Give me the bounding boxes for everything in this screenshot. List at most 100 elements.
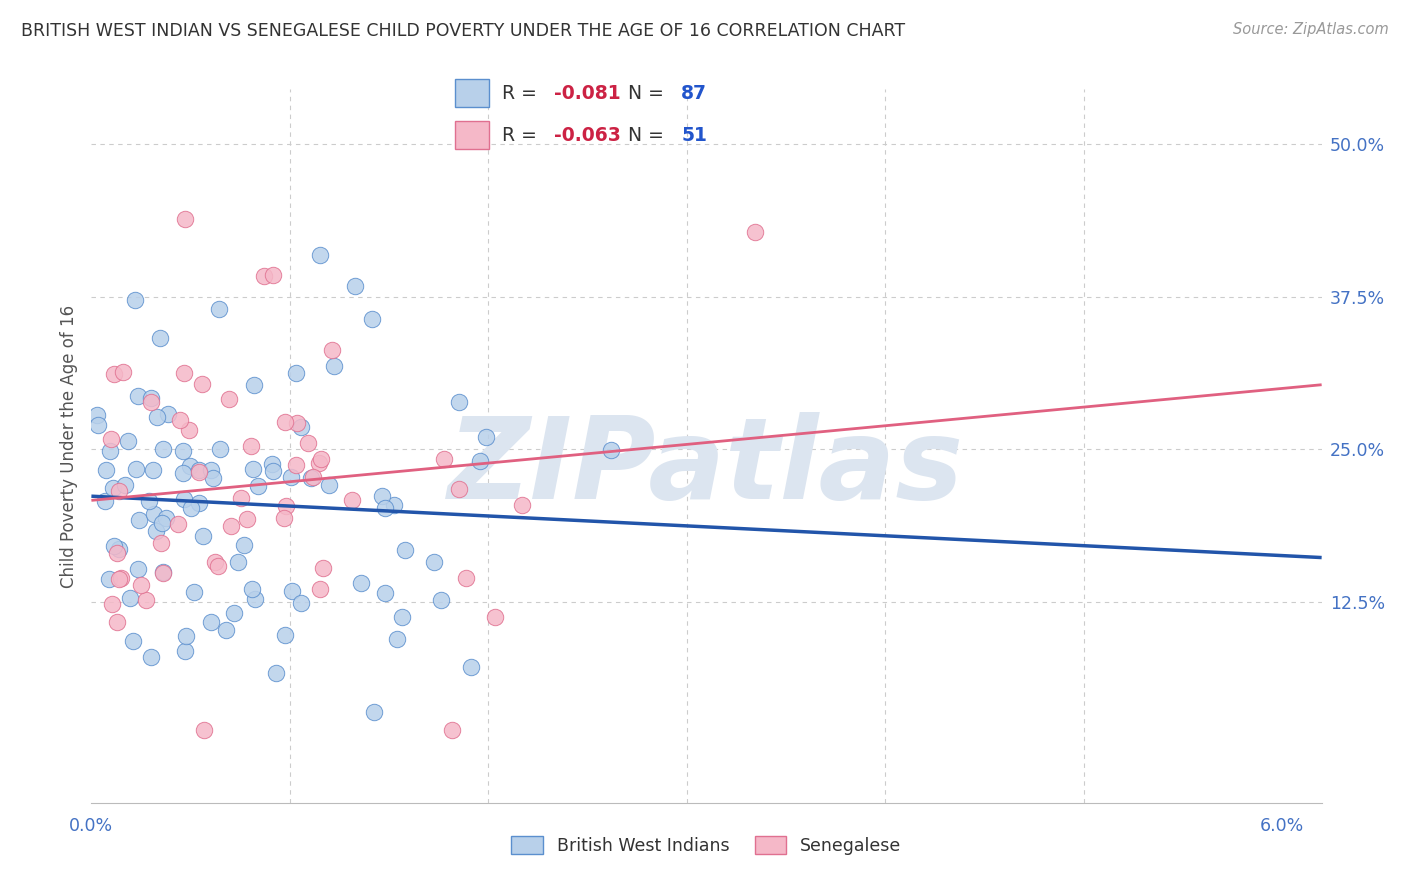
Point (285, 366, 308, 380)
Point (179, 458, 201, 473)
Text: 87: 87 (681, 84, 707, 103)
Point (308, 456, 330, 470)
Point (246, 479, 269, 493)
Point (262, 268, 284, 283)
Point (231, 491, 253, 505)
Point (172, 443, 194, 458)
Point (112, 365, 135, 379)
Point (114, 478, 136, 492)
Point (152, 565, 174, 579)
Point (281, 583, 304, 598)
Point (382, 498, 405, 512)
Point (188, 496, 211, 510)
Point (124, 293, 146, 307)
Point (484, 610, 506, 624)
Point (264, 665, 287, 680)
Point (125, 462, 148, 476)
Point (218, 392, 240, 406)
Point (224, 606, 246, 620)
Point (219, 519, 242, 533)
Point (311, 561, 333, 575)
Point (280, 470, 302, 484)
Point (173, 491, 195, 506)
Point (152, 566, 174, 580)
Point (148, 330, 170, 344)
Point (127, 389, 149, 403)
Text: ZIPatlas: ZIPatlas (449, 412, 965, 523)
Point (173, 644, 195, 658)
Point (167, 516, 190, 531)
Point (107, 572, 129, 586)
Point (449, 482, 471, 496)
Point (201, 471, 224, 485)
Point (145, 524, 167, 538)
Point (152, 442, 174, 456)
Point (142, 507, 165, 521)
Point (103, 367, 125, 381)
Point (308, 248, 330, 262)
Point (447, 395, 470, 409)
Point (215, 623, 238, 637)
Point (374, 585, 396, 599)
Point (191, 377, 214, 392)
Point (117, 434, 139, 449)
Point (309, 451, 332, 466)
Point (236, 512, 259, 526)
Point (243, 591, 266, 606)
Point (460, 660, 482, 674)
Point (183, 585, 205, 599)
Point (243, 378, 266, 392)
Point (142, 463, 165, 477)
Point (94, 494, 117, 508)
Legend: British West Indians, Senegalese: British West Indians, Senegalese (505, 830, 908, 862)
Point (200, 615, 222, 630)
Point (191, 529, 214, 543)
Point (371, 489, 394, 503)
Point (342, 493, 364, 508)
Point (600, 443, 623, 458)
Point (391, 609, 413, 624)
Point (433, 452, 456, 467)
Point (510, 498, 533, 512)
Point (208, 442, 231, 457)
Point (322, 359, 344, 373)
Text: N =: N = (628, 84, 665, 103)
Point (204, 555, 226, 569)
Y-axis label: Child Poverty Under the Age of 16: Child Poverty Under the Age of 16 (59, 304, 77, 588)
Point (253, 268, 276, 283)
Point (139, 391, 162, 405)
Point (441, 723, 464, 737)
Point (121, 633, 143, 648)
Text: BRITISH WEST INDIAN VS SENEGALESE CHILD POVERTY UNDER THE AGE OF 16 CORRELATION : BRITISH WEST INDIAN VS SENEGALESE CHILD … (21, 22, 905, 40)
Point (193, 723, 215, 737)
Point (135, 593, 157, 607)
Point (180, 501, 202, 516)
Point (276, 499, 298, 513)
Point (242, 462, 264, 476)
Point (188, 463, 211, 477)
Point (475, 430, 498, 444)
Point (273, 510, 295, 524)
Point (103, 540, 125, 554)
Point (299, 471, 322, 485)
Point (120, 591, 142, 605)
Point (349, 576, 371, 591)
Point (430, 592, 453, 607)
Point (232, 537, 254, 551)
Point (309, 582, 332, 596)
Point (302, 470, 325, 484)
Point (150, 516, 173, 531)
Point (156, 407, 179, 421)
Point (128, 513, 150, 527)
Point (274, 415, 297, 429)
Point (285, 417, 308, 431)
Point (146, 409, 169, 424)
Point (454, 571, 477, 585)
Point (129, 577, 152, 591)
Point (87, 418, 110, 433)
Point (94, 463, 117, 477)
Point (744, 225, 766, 239)
FancyBboxPatch shape (456, 121, 489, 149)
Point (108, 542, 131, 557)
Point (107, 546, 129, 560)
